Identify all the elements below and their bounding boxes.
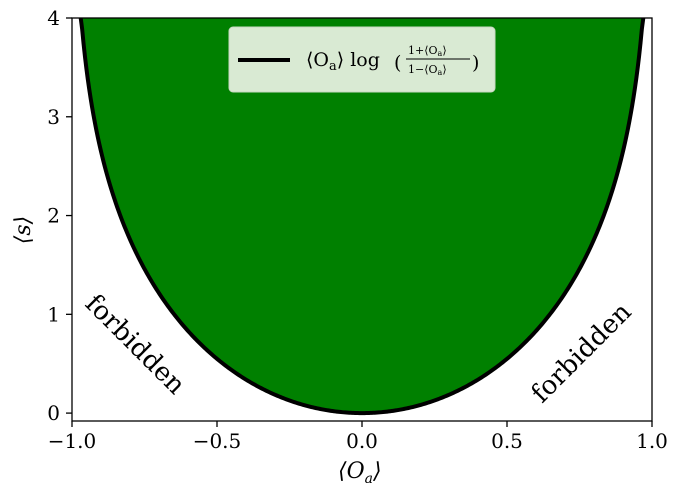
x-tick-label: −0.5 xyxy=(193,429,242,453)
ticks: −1.0 −0.5 0.0 0.5 1.0 0 1 2 3 4 xyxy=(47,6,668,453)
y-tick-label: 4 xyxy=(47,6,60,30)
legend-frac-num: 1+⟨Oa⟩ xyxy=(408,44,447,58)
legend-paren-close: ) xyxy=(472,52,479,74)
x-tick-label: 0.0 xyxy=(346,429,378,453)
y-tick-label: 2 xyxy=(47,204,60,228)
legend-label: ⟨Oa⟩ log xyxy=(306,49,380,74)
x-tick-label: 1.0 xyxy=(636,429,668,453)
legend-frac-den: 1−⟨Oa⟩ xyxy=(408,63,447,77)
allowed-region-fill xyxy=(80,18,644,414)
plot-area xyxy=(78,17,646,416)
y-axis-label: ⟨s⟩ xyxy=(11,216,36,244)
legend-box xyxy=(228,26,496,93)
legend-paren-open: ( xyxy=(394,52,401,74)
y-tick-label: 1 xyxy=(47,302,60,326)
boundary-curve xyxy=(78,17,646,416)
x-tick-label: 0.5 xyxy=(491,429,523,453)
y-tick-label: 3 xyxy=(47,105,60,129)
legend: ⟨Oa⟩ log ( 1+⟨Oa⟩ 1−⟨Oa⟩ ) xyxy=(228,26,496,93)
y-tick-label: 0 xyxy=(47,401,60,425)
x-axis-label: ⟨Oa⟩ xyxy=(338,459,382,487)
x-tick-label: −1.0 xyxy=(48,429,97,453)
